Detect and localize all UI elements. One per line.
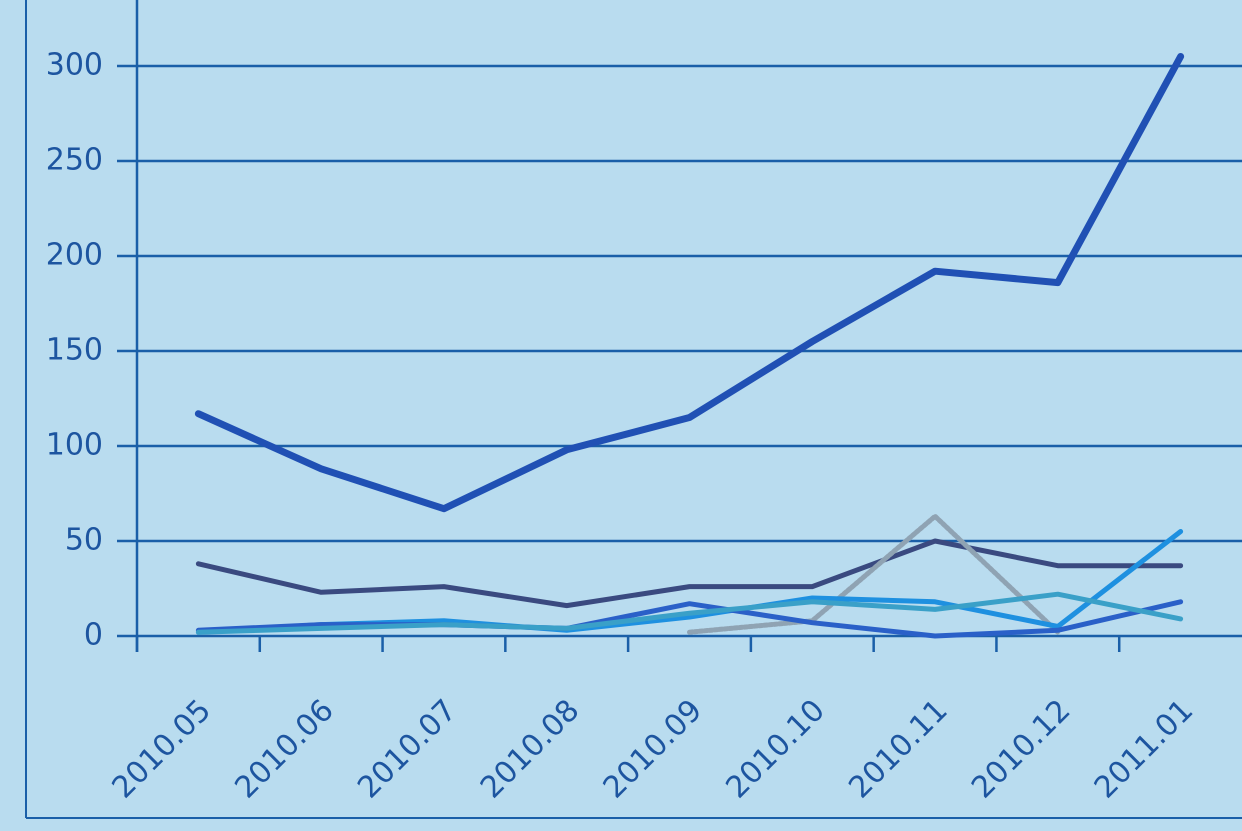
- x-tick-label: 2010.06: [228, 693, 340, 805]
- x-tick-label: 2010.10: [719, 693, 831, 805]
- y-tick-label: 50: [65, 523, 103, 558]
- y-tick-label: 100: [46, 428, 103, 463]
- series-line: [687, 513, 1061, 635]
- x-tick-label: 2010.09: [597, 693, 709, 805]
- y-tick-label: 150: [46, 333, 103, 368]
- y-tick-label: 0: [84, 618, 103, 653]
- series-line: [195, 599, 1184, 639]
- x-tick-label: 2010.11: [842, 693, 954, 805]
- y-tick-label: 200: [46, 238, 103, 273]
- x-tick-label: 2010.08: [474, 693, 586, 805]
- series-line: [195, 538, 1184, 609]
- x-tick-label: 2010.12: [965, 693, 1077, 805]
- x-tick-label: 2010.05: [106, 693, 218, 805]
- series-line: [194, 53, 1185, 513]
- y-tick-label: 250: [46, 143, 103, 178]
- x-tick-label: 2011.01: [1088, 693, 1200, 805]
- series-line: [195, 591, 1184, 635]
- x-tick-label: 2010.07: [351, 693, 463, 805]
- series-line: [195, 529, 1184, 635]
- y-tick-label: 300: [46, 48, 103, 83]
